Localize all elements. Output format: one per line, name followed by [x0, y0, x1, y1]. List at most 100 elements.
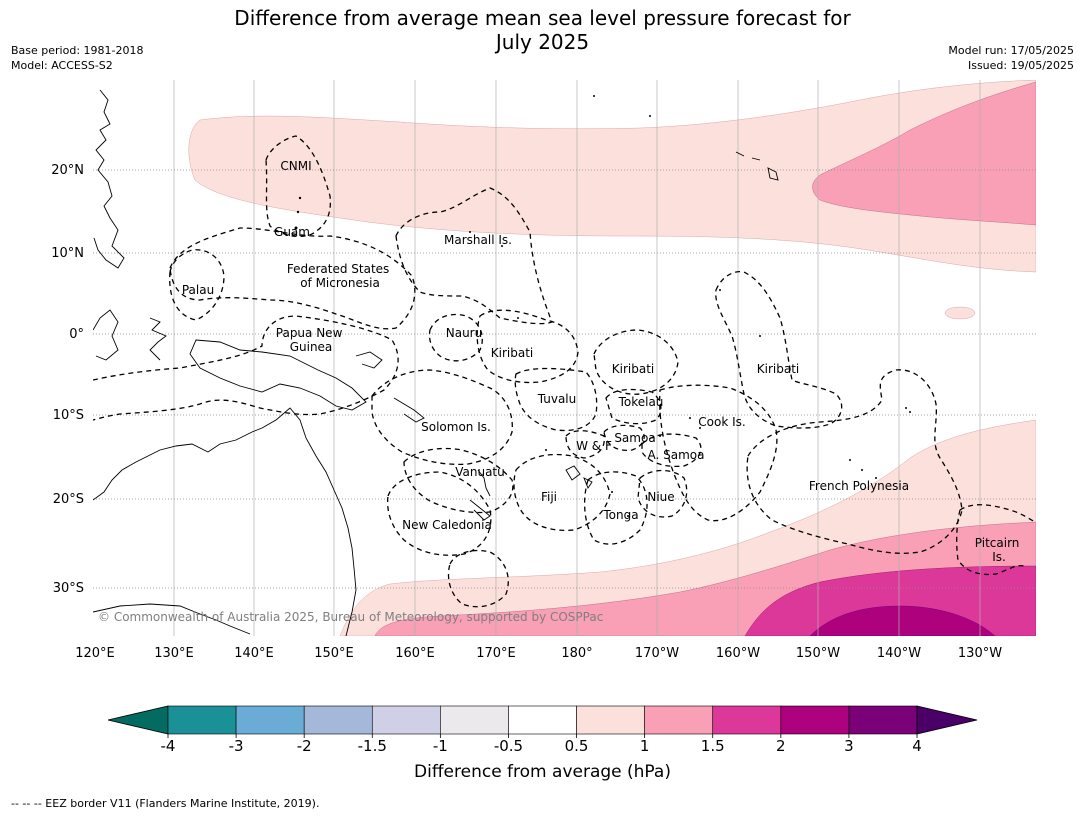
model-run: Model run: 17/05/2025	[948, 44, 1074, 57]
eez-tuvalu	[514, 367, 598, 432]
colorbar-tick-label: -1.5	[358, 737, 387, 755]
latitude-lines	[93, 169, 1036, 589]
eez-kiribati-line	[715, 270, 843, 429]
label-png: Papua New Guinea	[276, 326, 346, 354]
map-plot-area: CNMI Guam Marshall Is. Federated States …	[93, 80, 1036, 636]
eez-american-samoa	[641, 433, 702, 468]
colorbar-box	[644, 705, 714, 735]
eez-tokelau	[605, 388, 662, 425]
label-solomon: Solomon Is.	[421, 420, 491, 434]
eez-pitcairn	[956, 504, 1036, 576]
coastline-australia	[93, 407, 357, 636]
meta-left: Base period: 1981-2018 Model: ACCESS-S2	[11, 43, 143, 73]
model-name: Model: ACCESS-S2	[11, 59, 113, 72]
label-tokelau: Tokelau	[618, 395, 664, 409]
label-fsm: Federated States of Micronesia	[287, 262, 393, 290]
eez-wallis-futuna	[565, 430, 605, 459]
copyright-notice: © Commonwealth of Australia 2025, Bureau…	[98, 610, 603, 624]
colorbar-ticks: -4 -3 -2 -1.5 -1 -0.5 0.5 1 1.5 2 3 4	[161, 734, 922, 755]
graticule	[173, 80, 981, 636]
coastline-vanuatu	[477, 469, 491, 497]
lon-label-160w: 160°W	[716, 646, 760, 661]
eez-labels: CNMI Guam Marshall Is. Federated States …	[182, 159, 1020, 564]
eez-norfolk	[447, 549, 509, 608]
colorbar-tick-label: 0.5	[565, 737, 589, 755]
eez-kiribati-phoenix	[593, 329, 679, 395]
eez-borders	[93, 135, 1036, 608]
colorbar-tick-label: -2	[297, 737, 312, 755]
eez-footnote: -- -- -- EEZ border V11 (Flanders Marine…	[11, 797, 320, 810]
colorbar-tick-label: 1	[640, 737, 650, 755]
colorbar: -4 -3 -2 -1.5 -1 -0.5 0.5 1 1.5 2 3 4	[107, 705, 978, 755]
colorbar-box	[712, 705, 782, 735]
lat-label-30s: 30°S	[53, 581, 84, 596]
lat-label-10s: 10°S	[53, 408, 84, 423]
colorbar-box	[167, 705, 237, 735]
coastline-sulawesi	[149, 317, 167, 361]
coastline-borneo	[93, 309, 119, 361]
colorbar-box	[848, 705, 918, 735]
map-title-line2: July 2025	[495, 30, 590, 54]
colorbar-box	[303, 705, 373, 735]
colorbar-box	[508, 705, 577, 735]
eez-nauru	[428, 313, 483, 362]
lat-label-20s: 20°S	[53, 492, 84, 507]
label-niue: Niue	[647, 490, 674, 504]
eez-cnmi	[265, 135, 332, 238]
eez-tonga	[583, 471, 648, 545]
meta-right: Model run: 17/05/2025 Issued: 19/05/2025	[948, 43, 1074, 73]
coastline-hawaii	[735, 151, 779, 181]
lon-label-150e: 150°E	[314, 646, 354, 661]
coastline-solomons	[393, 397, 425, 423]
lon-label-120e: 120°E	[75, 646, 115, 661]
lat-label-20n: 20°N	[51, 163, 84, 178]
longitude-labels: 120°E 130°E 140°E 150°E 160°E 170°E 180°…	[75, 646, 1002, 661]
colorbar-tick-label: -3	[229, 737, 244, 755]
label-nauru: Nauru	[446, 326, 482, 340]
lon-label-130e: 130°E	[154, 646, 194, 661]
eez-cook	[659, 384, 778, 522]
label-samoa: Samoa	[614, 431, 655, 445]
lon-label-160e: 160°E	[395, 646, 435, 661]
colorbar-tick-label: 3	[844, 737, 854, 755]
map-title: Difference from average mean sea level p…	[0, 6, 1085, 54]
label-french-polynesia: French Polynesia	[809, 479, 909, 493]
label-cook: Cook Is.	[698, 415, 745, 429]
label-marshall: Marshall Is.	[444, 233, 512, 247]
anomaly-blob-east	[944, 306, 976, 320]
label-american-samoa: A. Samoa	[648, 448, 705, 462]
map-title-line1: Difference from average mean sea level p…	[234, 6, 851, 30]
label-kiribati-phoenix: Kiribati	[612, 362, 654, 376]
eez-fsm	[169, 227, 416, 330]
small-islands	[294, 95, 911, 517]
coastline-new-guinea	[189, 339, 367, 411]
label-new-caledonia: New Caledonia	[402, 518, 492, 532]
label-fiji: Fiji	[541, 490, 557, 504]
colorbar-box	[235, 705, 305, 735]
eez-new-caledonia	[386, 471, 492, 556]
eez-vanuatu	[403, 447, 514, 514]
label-kiribati-line: Kiribati	[757, 362, 799, 376]
colorbar-tick-label: 1.5	[701, 737, 725, 755]
label-kiribati-gilbert: Kiribati	[491, 346, 533, 360]
lon-label-130w: 130°W	[958, 646, 1002, 661]
label-tuvalu: Tuvalu	[537, 392, 577, 406]
label-vanuatu: Vanuatu	[455, 465, 505, 479]
eez-png	[93, 315, 399, 421]
lon-label-140e: 140°E	[234, 646, 274, 661]
eez-samoa	[603, 424, 645, 452]
label-palau: Palau	[182, 283, 214, 297]
lat-label-10n: 10°N	[51, 246, 84, 261]
colorbar-title: Difference from average (hPa)	[414, 762, 671, 782]
colorbar-tick-label: -4	[161, 737, 176, 755]
coastline-philippines	[93, 89, 125, 269]
lon-label-180: 180°	[561, 646, 592, 661]
eez-niue	[637, 469, 688, 518]
label-wallis-futuna: W & F	[576, 439, 612, 453]
issued-date: Issued: 19/05/2025	[967, 59, 1074, 72]
anomaly-region-north-light	[188, 80, 1036, 273]
eez-fiji	[513, 453, 611, 532]
label-tonga: Tonga	[602, 508, 638, 522]
latitude-labels: 20°N 10°N 0° 10°S 20°S 30°S	[51, 163, 84, 596]
